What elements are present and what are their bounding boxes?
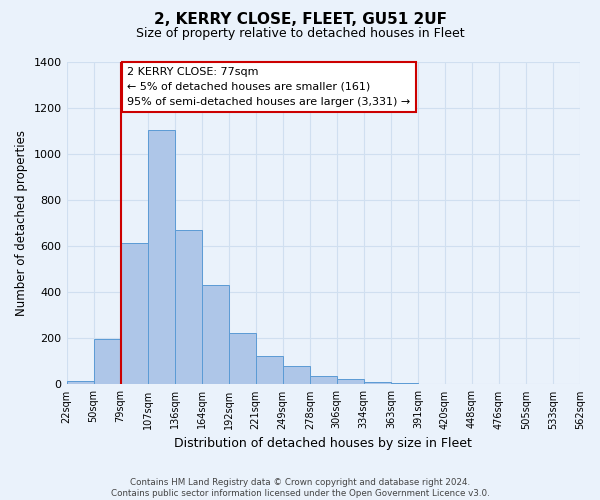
Bar: [148, 130, 175, 384]
Bar: [364, 382, 391, 384]
Text: 2 KERRY CLOSE: 77sqm
← 5% of detached houses are smaller (161)
95% of semi-detac: 2 KERRY CLOSE: 77sqm ← 5% of detached ho…: [127, 67, 410, 106]
Bar: [283, 366, 310, 384]
Bar: [94, 340, 121, 384]
Y-axis label: Number of detached properties: Number of detached properties: [15, 130, 28, 316]
Bar: [175, 230, 202, 384]
Bar: [202, 285, 229, 384]
Text: Size of property relative to detached houses in Fleet: Size of property relative to detached ho…: [136, 28, 464, 40]
Bar: [337, 378, 364, 384]
Bar: [256, 356, 283, 384]
Text: Contains HM Land Registry data © Crown copyright and database right 2024.
Contai: Contains HM Land Registry data © Crown c…: [110, 478, 490, 498]
Bar: [67, 381, 94, 384]
X-axis label: Distribution of detached houses by size in Fleet: Distribution of detached houses by size …: [175, 437, 472, 450]
Text: 2, KERRY CLOSE, FLEET, GU51 2UF: 2, KERRY CLOSE, FLEET, GU51 2UF: [154, 12, 446, 28]
Bar: [229, 332, 256, 384]
Bar: [121, 242, 148, 384]
Bar: [310, 376, 337, 384]
